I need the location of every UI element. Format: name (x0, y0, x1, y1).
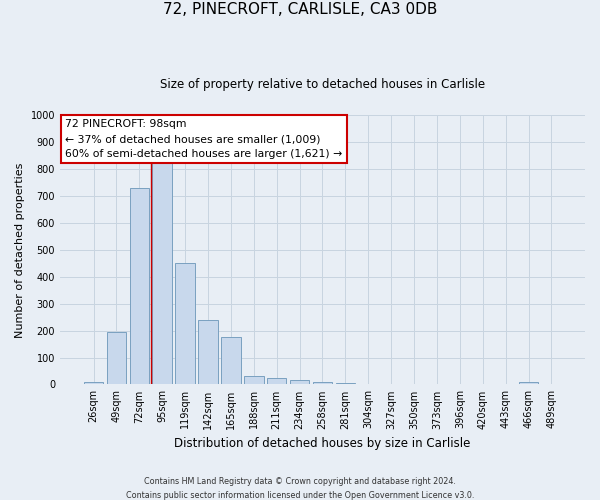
Bar (130, 188, 149, 384)
Bar (244, 376, 263, 384)
Bar (290, 380, 309, 384)
Bar (198, 320, 218, 384)
Bar (519, 382, 538, 384)
Y-axis label: Number of detached properties: Number of detached properties (15, 162, 25, 338)
Bar (175, 264, 195, 384)
Bar (335, 383, 355, 384)
Bar (107, 332, 126, 384)
Bar (267, 378, 286, 384)
Text: 72, PINECROFT, CARLISLE, CA3 0DB: 72, PINECROFT, CARLISLE, CA3 0DB (163, 2, 437, 18)
Bar (221, 338, 241, 384)
Bar (152, 160, 172, 384)
X-axis label: Distribution of detached houses by size in Carlisle: Distribution of detached houses by size … (174, 437, 470, 450)
Bar (313, 382, 332, 384)
Title: Size of property relative to detached houses in Carlisle: Size of property relative to detached ho… (160, 78, 485, 90)
Text: 72 PINECROFT: 98sqm
← 37% of detached houses are smaller (1,009)
60% of semi-det: 72 PINECROFT: 98sqm ← 37% of detached ho… (65, 120, 343, 159)
Text: Contains HM Land Registry data © Crown copyright and database right 2024.
Contai: Contains HM Land Registry data © Crown c… (126, 478, 474, 500)
Bar (84, 382, 103, 384)
